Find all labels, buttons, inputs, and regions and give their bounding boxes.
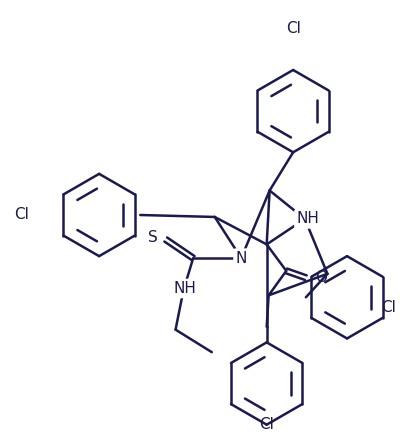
Text: O: O bbox=[315, 270, 327, 285]
Text: NH: NH bbox=[296, 211, 319, 227]
Text: NH: NH bbox=[174, 281, 197, 296]
Text: Cl: Cl bbox=[286, 21, 301, 36]
Text: Cl: Cl bbox=[381, 299, 396, 315]
Text: S: S bbox=[148, 230, 158, 245]
Text: Cl: Cl bbox=[14, 207, 29, 223]
Text: N: N bbox=[236, 250, 247, 266]
Text: Cl: Cl bbox=[259, 417, 274, 432]
